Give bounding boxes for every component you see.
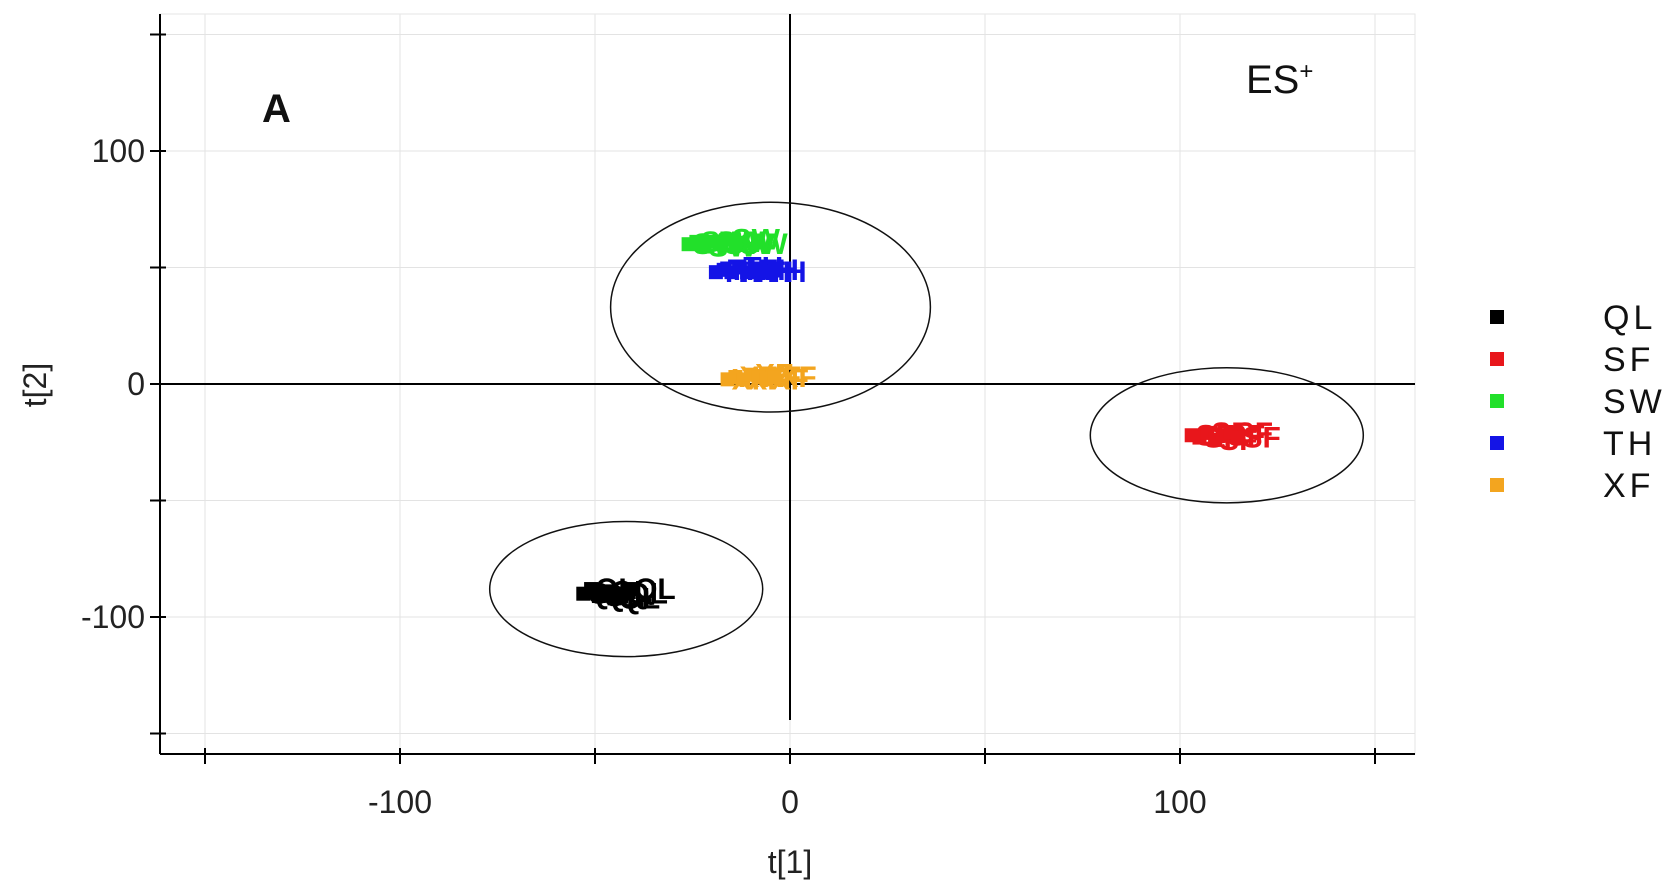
legend-marker xyxy=(1490,394,1504,408)
data-point-marker xyxy=(728,237,743,252)
legend-label: TH xyxy=(1603,425,1656,463)
y-tick-label: -100 xyxy=(81,599,145,635)
data-point-marker xyxy=(623,582,638,597)
tick-labels: -100 0 100 100 0 -100 xyxy=(81,133,1207,820)
data-point-marker xyxy=(767,370,782,385)
data-point-label: SW xyxy=(739,228,788,261)
axes xyxy=(150,14,1415,764)
legend-label: XF xyxy=(1603,467,1654,505)
y-tick-label: 100 xyxy=(92,133,145,169)
ionization-mode-base: ES xyxy=(1246,58,1299,102)
x-tick-label: 100 xyxy=(1153,784,1206,820)
legend-marker xyxy=(1490,352,1504,366)
data-point-label: TH xyxy=(767,256,807,289)
y-axis-title: t[2] xyxy=(17,363,53,407)
y-tick-label: 0 xyxy=(127,366,145,402)
confidence-ellipses xyxy=(488,201,1365,658)
legend-marker xyxy=(1490,478,1504,492)
x-tick-label: 0 xyxy=(781,784,799,820)
data-point-label: QL xyxy=(634,573,676,606)
confidence-ellipse xyxy=(488,520,764,658)
data-point-marker xyxy=(755,265,770,280)
x-tick-label: -100 xyxy=(368,784,432,820)
panel-label: A xyxy=(262,87,291,131)
data-point-label: SF xyxy=(1243,422,1281,455)
data-points: QLQLQLQLQLQLQLSFSFSFSFSFSFSFSWSWSWSWSWSW… xyxy=(576,224,1281,615)
ionization-mode-superscript: + xyxy=(1299,58,1313,85)
x-axis-title: t[1] xyxy=(768,844,812,880)
legend-label: QL xyxy=(1603,299,1656,337)
legend-label: SW xyxy=(1603,383,1666,421)
data-point-label: XF xyxy=(778,361,816,394)
legend-marker xyxy=(1490,436,1504,450)
confidence-ellipse xyxy=(1089,366,1365,504)
legend: QL SF SW TH XF xyxy=(1490,299,1666,505)
confidence-ellipse xyxy=(609,201,932,413)
legend-label: SF xyxy=(1603,341,1654,379)
data-point-marker xyxy=(1231,430,1246,445)
ionization-mode-label: ES+ xyxy=(1246,58,1313,102)
legend-marker xyxy=(1490,310,1504,324)
